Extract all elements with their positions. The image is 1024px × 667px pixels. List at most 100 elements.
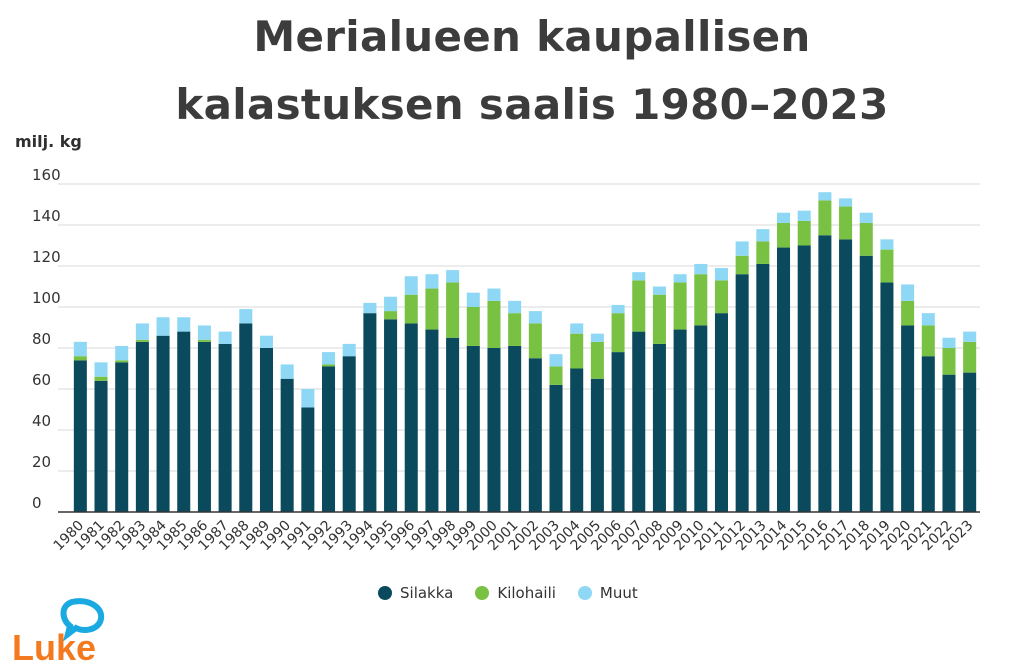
bar-silakka-1990: [280, 378, 294, 512]
bar-silakka-1992: [322, 366, 336, 512]
bar-muut-1988: [239, 309, 253, 324]
bar-silakka-2022: [942, 374, 956, 512]
bar-silakka-1993: [342, 356, 356, 512]
bar-muut-2010: [694, 263, 708, 275]
bar-kilohaili-2000: [487, 300, 501, 348]
bar-silakka-1982: [115, 362, 129, 512]
bar-kilohaili-1999: [466, 307, 480, 346]
bar-muut-1995: [384, 296, 398, 312]
y-axis-unit-label: milj. kg: [15, 132, 82, 151]
bar-muut-2012: [735, 241, 749, 256]
bar-silakka-2023: [963, 372, 977, 512]
bar-muut-2019: [880, 239, 894, 250]
bar-silakka-1995: [384, 319, 398, 512]
bar-silakka-1996: [404, 323, 418, 512]
bar-muut-2016: [818, 192, 832, 201]
bar-silakka-1987: [218, 343, 232, 512]
bar-silakka-1980: [73, 360, 87, 512]
bar-kilohaili-2018: [859, 222, 873, 256]
y-tick-label-20: 20: [32, 453, 51, 471]
bar-kilohaili-2003: [549, 366, 563, 385]
bar-silakka-2017: [839, 239, 853, 512]
bar-silakka-2018: [859, 255, 873, 512]
bar-kilohaili-1998: [446, 282, 460, 338]
bar-muut-2009: [673, 274, 687, 283]
bar-silakka-1994: [363, 313, 377, 512]
bar-silakka-2012: [735, 274, 749, 512]
bar-kilohaili-1997: [425, 288, 439, 330]
bar-silakka-1988: [239, 323, 253, 512]
y-tick-label-0: 0: [32, 494, 42, 512]
bar-silakka-2007: [632, 331, 646, 512]
bar-kilohaili-2020: [901, 300, 915, 326]
bar-kilohaili-1982: [115, 360, 129, 363]
bar-silakka-2013: [756, 263, 770, 512]
bar-silakka-1999: [466, 345, 480, 512]
bar-silakka-2011: [714, 313, 728, 512]
bar-muut-2018: [859, 212, 873, 223]
bar-muut-1999: [466, 292, 480, 307]
bar-muut-2023: [963, 331, 977, 342]
bar-muut-2022: [942, 337, 956, 348]
legend-swatch-muut: [577, 586, 592, 600]
bar-silakka-1984: [156, 335, 170, 512]
chart-legend: Silakka Kilohaili Muut: [378, 584, 660, 602]
bar-kilohaili-2005: [590, 341, 604, 379]
legend-item-muut: Muut: [577, 584, 638, 602]
y-tick-label-60: 60: [32, 371, 51, 389]
bar-muut-2017: [839, 198, 853, 207]
bar-kilohaili-2007: [632, 280, 646, 332]
y-tick-label-80: 80: [32, 330, 51, 348]
bar-kilohaili-2013: [756, 241, 770, 264]
bar-muut-2005: [590, 333, 604, 342]
bar-kilohaili-2011: [714, 280, 728, 314]
bar-muut-1998: [446, 270, 460, 283]
bar-muut-1980: [73, 341, 87, 357]
bar-kilohaili-2004: [570, 333, 584, 369]
bar-silakka-2009: [673, 329, 687, 512]
bar-muut-1989: [259, 335, 273, 348]
bar-muut-1986: [197, 325, 211, 340]
y-tick-label-120: 120: [32, 248, 61, 266]
luke-logo-bubble-icon: [60, 598, 105, 642]
bar-kilohaili-1986: [197, 339, 211, 342]
bar-silakka-1986: [197, 341, 211, 512]
bar-kilohaili-2006: [611, 313, 625, 353]
bar-silakka-2006: [611, 352, 625, 512]
bar-muut-1993: [342, 343, 356, 357]
bar-muut-2004: [570, 323, 584, 334]
bar-silakka-1991: [301, 407, 315, 512]
bar-muut-1997: [425, 274, 439, 289]
bar-kilohaili-2002: [528, 323, 542, 359]
chart-title-line-2: kalastuksen saalis 1980–2023: [175, 80, 889, 129]
y-tick-label-140: 140: [32, 207, 61, 225]
bar-silakka-1983: [135, 341, 149, 512]
y-tick-label-160: 160: [32, 166, 61, 184]
bar-muut-2000: [487, 288, 501, 301]
bar-muut-1981: [94, 362, 108, 377]
bar-kilohaili-2017: [839, 206, 853, 240]
bar-muut-2015: [797, 210, 811, 221]
bar-kilohaili-2021: [921, 325, 935, 357]
bar-silakka-2010: [694, 325, 708, 512]
bar-muut-2006: [611, 304, 625, 314]
bar-kilohaili-2015: [797, 220, 811, 246]
bar-silakka-2014: [777, 247, 791, 513]
bar-kilohaili-2012: [735, 255, 749, 275]
bar-kilohaili-2022: [942, 348, 956, 375]
bar-silakka-2002: [528, 358, 542, 512]
bar-silakka-2015: [797, 245, 811, 512]
bar-muut-1987: [218, 331, 232, 344]
bar-silakka-2019: [880, 282, 894, 512]
bar-silakka-2003: [549, 384, 563, 512]
bar-muut-2008: [652, 286, 666, 295]
legend-label-kilohaili: Kilohaili: [497, 584, 556, 602]
bar-muut-2020: [901, 284, 915, 301]
bar-muut-2002: [528, 311, 542, 324]
bar-kilohaili-1996: [404, 294, 418, 324]
legend-item-silakka: Silakka: [378, 584, 453, 602]
bar-kilohaili-1995: [384, 311, 398, 320]
bar-silakka-1989: [259, 348, 273, 512]
bar-silakka-1997: [425, 329, 439, 512]
